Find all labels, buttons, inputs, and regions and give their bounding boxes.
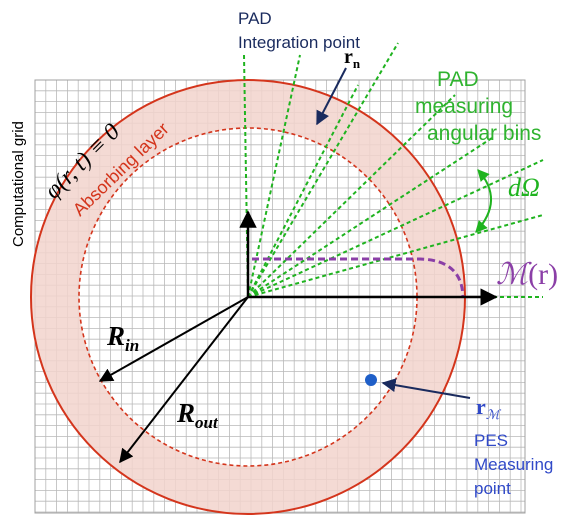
pes-label-line3: point xyxy=(474,479,511,498)
r-n-label: rn xyxy=(344,46,361,71)
pad-ray xyxy=(247,84,359,298)
r-m-pointer-arrow xyxy=(381,378,471,399)
pad-ray xyxy=(247,42,399,298)
d-omega-label: dΩ xyxy=(508,173,540,202)
r-out-label: Rout xyxy=(176,398,219,432)
r-n-pointer-arrow xyxy=(316,67,347,126)
pes-label-line1: PES xyxy=(474,431,508,450)
r-in-label: Rin xyxy=(106,321,139,355)
r-out-arrow xyxy=(119,296,249,464)
d-omega-arc-arrow xyxy=(475,169,492,233)
pad-ray xyxy=(247,94,456,298)
pad-ray xyxy=(247,54,301,298)
pes-label-line2: Measuring xyxy=(474,455,553,474)
pes-point-icon xyxy=(365,374,377,386)
r-in-arrow xyxy=(98,296,249,382)
pad-bins-label-line3: angular bins xyxy=(427,122,541,145)
pad-bins-label-line2: measuring xyxy=(415,95,513,118)
pad-integration-label-line1: PAD xyxy=(238,9,272,28)
m-r-label: ℳ(r) xyxy=(496,258,558,291)
r-m-label: rℳ xyxy=(476,394,502,422)
pad-bins-label-line1: PAD xyxy=(437,68,479,91)
pad-ray xyxy=(247,159,544,298)
pad-integration-label-line2: Integration point xyxy=(238,33,360,52)
pad-ray xyxy=(243,54,249,298)
computational-grid-label: Computational grid xyxy=(10,121,27,247)
mask-function-curve xyxy=(252,257,465,298)
pad-ray xyxy=(247,214,544,298)
